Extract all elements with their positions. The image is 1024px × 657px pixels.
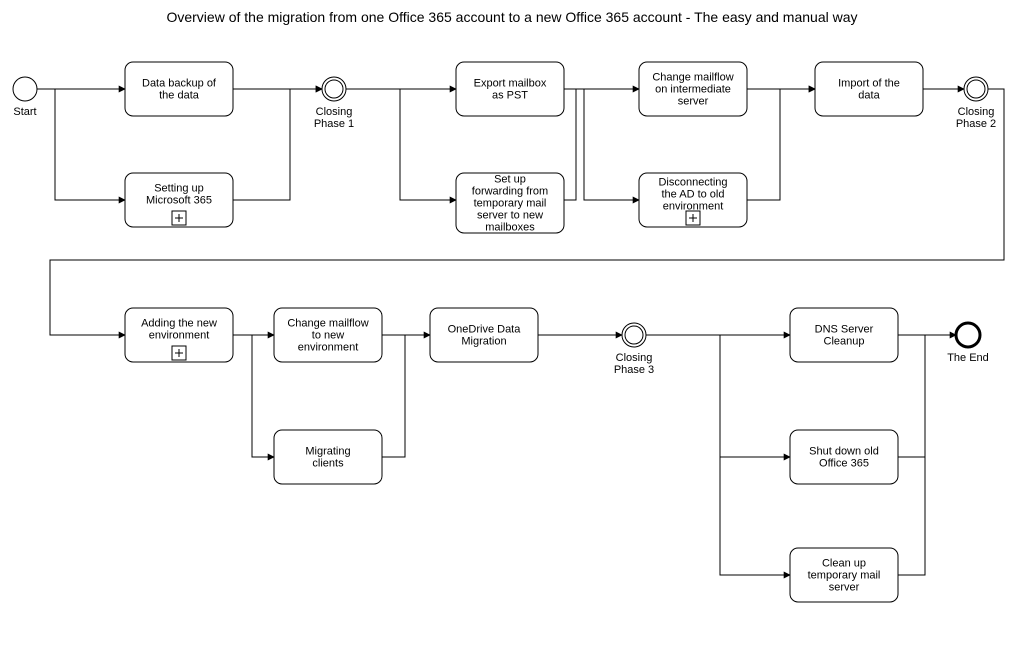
edge-23 bbox=[898, 335, 925, 575]
edge-14 bbox=[233, 335, 274, 457]
node-change_mailflow_new: Change mailflowto newenvironment bbox=[274, 308, 382, 362]
event-label-closing1: ClosingPhase 1 bbox=[314, 106, 354, 130]
node-dns_cleanup: DNS ServerCleanup bbox=[790, 308, 898, 362]
node-label-add_new_env: Adding the newenvironment bbox=[141, 318, 217, 342]
event-closing2: ClosingPhase 2 bbox=[956, 77, 996, 130]
node-label-disconnect_ad: Disconnectingthe AD to oldenvironment bbox=[658, 177, 727, 213]
node-add_new_env: Adding the newenvironment bbox=[125, 308, 233, 362]
event-label-end: The End bbox=[947, 352, 989, 364]
diagram-title: Overview of the migration from one Offic… bbox=[166, 9, 857, 25]
edge-3 bbox=[233, 89, 322, 200]
event-closing1: ClosingPhase 1 bbox=[314, 77, 354, 130]
node-label-setup_m365: Setting upMicrosoft 365 bbox=[146, 183, 212, 207]
edge-10 bbox=[747, 89, 815, 200]
nodes-layer: Data backup ofthe data Setting upMicrosof… bbox=[125, 62, 923, 602]
bpmn-diagram: Overview of the migration from one Offic… bbox=[0, 0, 1024, 657]
edge-22 bbox=[898, 335, 925, 457]
edge-7 bbox=[564, 89, 576, 200]
edge-16 bbox=[382, 335, 405, 457]
edge-1 bbox=[37, 89, 125, 200]
node-migrating_clients: Migratingclients bbox=[274, 430, 382, 484]
event-start: Start bbox=[13, 77, 37, 118]
node-disconnect_ad: Disconnectingthe AD to oldenvironment bbox=[639, 173, 747, 227]
edge-19 bbox=[646, 335, 790, 457]
node-cleanup_temp: Clean uptemporary mailserver bbox=[790, 548, 898, 602]
node-onedrive: OneDrive DataMigration bbox=[430, 308, 538, 362]
event-label-closing2: ClosingPhase 2 bbox=[956, 106, 996, 130]
node-export_pst: Export mailboxas PST bbox=[456, 62, 564, 116]
event-closing3: ClosingPhase 3 bbox=[614, 323, 654, 376]
event-label-start: Start bbox=[13, 106, 36, 118]
edge-20 bbox=[646, 335, 790, 575]
node-setup_m365: Setting upMicrosoft 365 bbox=[125, 173, 233, 227]
node-setup_forwarding: Set upforwarding fromtemporary mailserve… bbox=[456, 173, 564, 234]
node-import_data: Import of thedata bbox=[815, 62, 923, 116]
node-label-shutdown_old: Shut down oldOffice 365 bbox=[809, 446, 879, 470]
node-shutdown_old: Shut down oldOffice 365 bbox=[790, 430, 898, 484]
edge-5 bbox=[346, 89, 456, 200]
node-change_mailflow_int: Change mailflowon intermediateserver bbox=[639, 62, 747, 116]
event-label-closing3: ClosingPhase 3 bbox=[614, 352, 654, 376]
edge-8 bbox=[564, 89, 639, 200]
node-data_backup: Data backup ofthe data bbox=[125, 62, 233, 116]
event-end: The End bbox=[947, 323, 989, 364]
